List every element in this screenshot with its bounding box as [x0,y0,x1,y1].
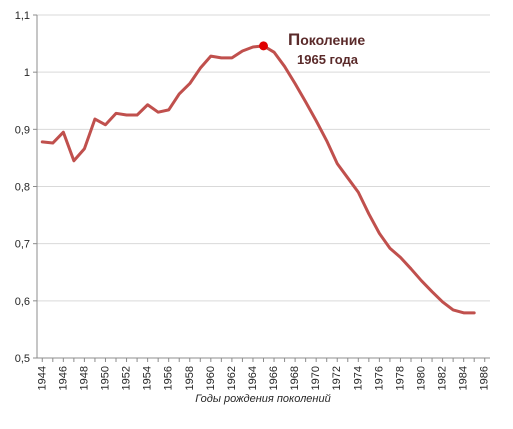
y-tick-label: 0,5 [15,353,30,365]
y-tick-label: 0,9 [15,124,30,136]
x-tick-label: 1974 [352,366,364,390]
annotation-title: Поколение [288,30,365,49]
axes [36,15,490,359]
x-tick-label: 1952 [121,366,133,390]
x-tick-label: 1968 [289,366,301,390]
x-tick-label: 1956 [163,366,175,390]
grid-lines [33,14,490,362]
y-tick-label: 0,7 [15,239,30,251]
x-tick-label: 1946 [57,366,69,390]
y-tick-label: 0,6 [15,296,30,308]
y-tick-label: 0,8 [15,182,30,194]
y-tick-label: 1 [24,67,30,79]
x-tick-label: 1978 [394,366,406,390]
x-tick-label: 1948 [78,366,90,390]
x-tick-label: 1984 [458,366,470,390]
x-tick-label: 1958 [184,366,196,390]
x-tick-label: 1986 [479,366,491,390]
highlight-point-1965 [259,41,268,51]
annotation-generation-1965: Поколение 1965 года [288,30,365,67]
x-tick-label: 1970 [310,366,322,390]
x-tick-label: 1976 [373,366,385,390]
annotation-initial: П [288,30,300,49]
x-tick-label: 1944 [36,366,48,390]
x-tick-labels: 1944 1946 1948 1950 1952 1954 1956 1958 1960 1962… [36,366,490,390]
annotation-rest: околение [300,32,365,48]
y-tick-label: 1,1 [15,10,30,22]
x-tick-label: 1972 [331,366,343,390]
x-tick-label: 1950 [99,366,111,390]
x-tick-label: 1954 [142,366,154,390]
x-tick-label: 1964 [247,366,259,390]
annotation-year: 1965 года [297,52,359,67]
x-tick-label: 1982 [437,366,449,390]
x-axis-title: Годы рождения поколений [195,393,330,405]
x-tick-label: 1966 [268,366,280,390]
series-layer [40,44,476,315]
y-tick-labels: 0,5 0,6 0,7 0,8 0,9 1 1,1 [15,10,30,365]
x-tick-label: 1980 [416,366,428,390]
x-tick-label: 1960 [205,366,217,390]
x-tick-label: 1962 [226,366,238,390]
series-line [40,44,476,315]
